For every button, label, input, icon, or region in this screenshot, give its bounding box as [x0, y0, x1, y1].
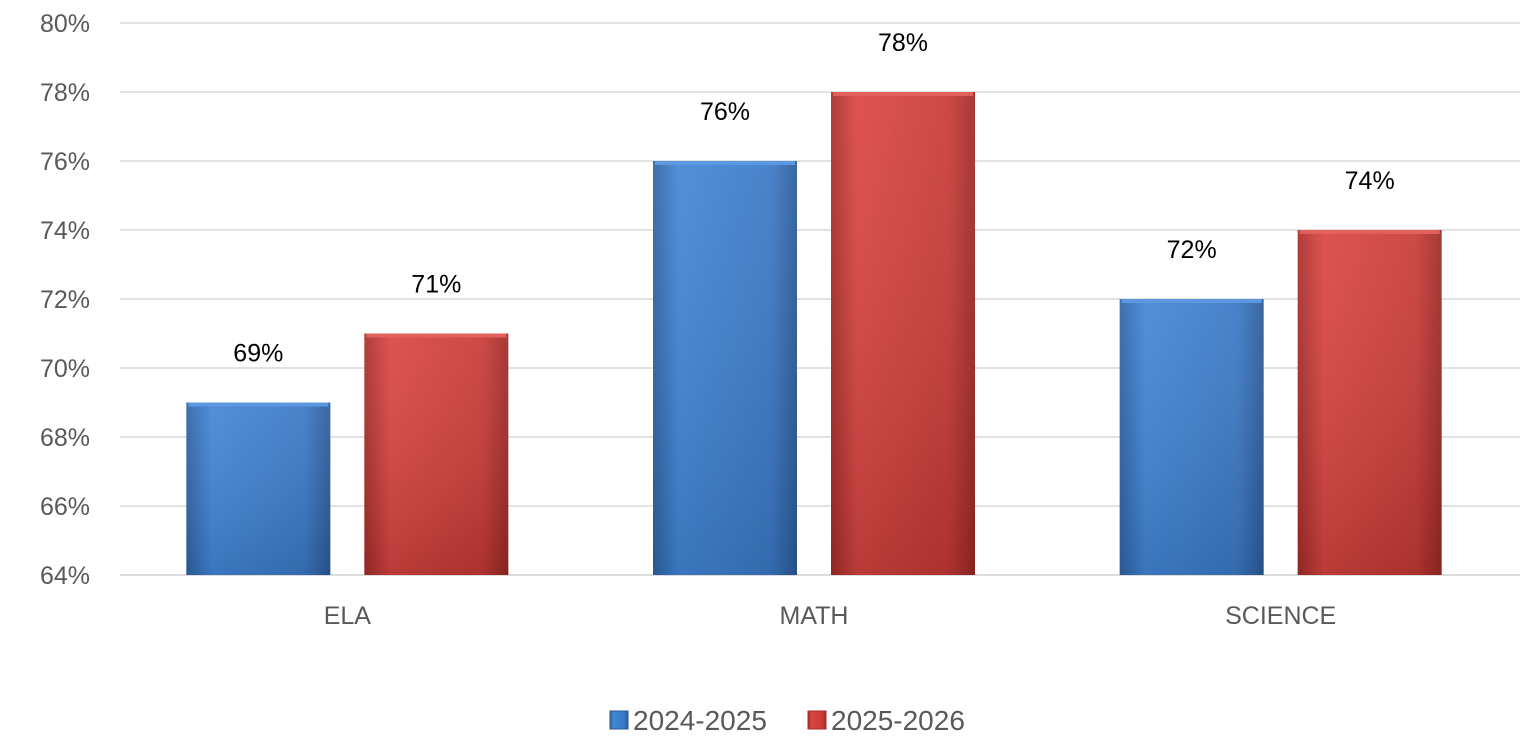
legend-label: 2024-2025	[633, 705, 767, 736]
bar-2025-2026-SCIENCE	[1297, 230, 1442, 575]
bar-shade	[1119, 299, 1264, 575]
data-label: 74%	[1345, 167, 1395, 195]
bar-2024-2025-MATH	[653, 161, 797, 575]
data-labels: 69% 71% 76% 78% 72% 74%	[233, 29, 1394, 368]
bar-shade	[364, 333, 509, 575]
y-tick-label: 74%	[40, 217, 90, 245]
y-tick-label: 70%	[40, 355, 90, 383]
legend-item: 2024-2025	[609, 705, 767, 736]
bar-shade	[1297, 230, 1442, 575]
legend-item: 2025-2026	[807, 705, 965, 736]
bar-top-bevel	[655, 161, 795, 165]
data-label: 76%	[700, 98, 750, 126]
bar-top-bevel	[188, 402, 329, 407]
y-tick-label: 64%	[40, 562, 90, 590]
x-category-label: ELA	[324, 602, 372, 630]
y-tick-label: 80%	[40, 10, 90, 38]
bar-2025-2026-ELA	[364, 333, 509, 575]
bar-top-bevel	[833, 92, 973, 96]
x-category-label: MATH	[780, 602, 849, 630]
x-category-label: SCIENCE	[1225, 602, 1336, 630]
y-tick-label: 76%	[40, 148, 90, 176]
data-label: 72%	[1167, 236, 1217, 264]
bar-2025-2026-MATH	[831, 92, 975, 575]
bars	[186, 92, 1442, 575]
legend-label: 2025-2026	[831, 705, 965, 736]
bar-shade	[186, 402, 331, 575]
data-label: 78%	[878, 29, 928, 57]
y-tick-label: 72%	[40, 286, 90, 314]
y-tick-label: 78%	[40, 79, 90, 107]
data-label: 71%	[411, 271, 461, 299]
legend-swatch	[807, 710, 827, 730]
y-tick-label: 66%	[40, 493, 90, 521]
bar-2024-2025-ELA	[186, 402, 331, 575]
bar-top-bevel	[1299, 230, 1440, 234]
y-axis-tick-labels: 64% 66% 68% 70% 72% 74% 76% 78% 80%	[40, 10, 90, 590]
legend-swatch	[609, 710, 629, 730]
x-axis-category-labels: ELA MATH SCIENCE	[324, 602, 1337, 630]
legend: 2024-2025 2025-2026	[609, 705, 965, 736]
bar-shade	[831, 92, 975, 575]
y-tick-label: 68%	[40, 424, 90, 452]
bar-top-bevel	[366, 333, 507, 338]
bar-top-bevel	[1121, 299, 1262, 303]
bar-shade	[653, 161, 797, 575]
data-label: 69%	[233, 340, 283, 368]
bar-2024-2025-SCIENCE	[1119, 299, 1264, 575]
gridlines	[120, 22, 1520, 576]
